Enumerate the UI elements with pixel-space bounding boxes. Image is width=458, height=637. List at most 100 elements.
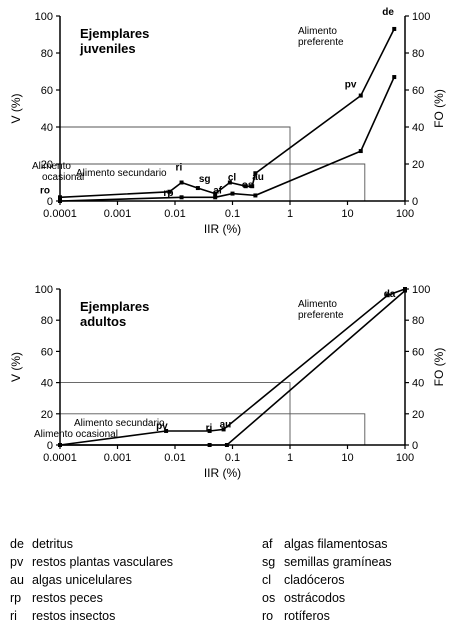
- panel1-zone-label: Alimento secundario: [76, 168, 167, 179]
- legend-description: ostrácodos: [284, 591, 346, 605]
- panel1-y2-tick-label: 20: [412, 159, 424, 171]
- panel1-series-v-point: [253, 171, 258, 176]
- legend-item: cl cladóceros: [262, 571, 392, 589]
- panel1-x-tick-label: 0.0001: [43, 208, 77, 220]
- panel1-point-label: de: [382, 7, 394, 18]
- legend-description: restos insectos: [32, 609, 116, 623]
- panel2-x-tick-label: 0.0001: [43, 452, 77, 464]
- panel1-series-fo-point: [358, 149, 363, 154]
- panel1-y2-tick-label: 80: [412, 48, 424, 60]
- panel1-zone-boundary: [60, 126, 291, 201]
- panel2-zone-boundary: [60, 413, 366, 445]
- panel2-y-tick-label: 20: [41, 409, 53, 421]
- panel1-y2-axis-title: FO (%): [432, 89, 446, 128]
- legend-code: pv: [10, 555, 24, 569]
- panel2-series-v-point: [164, 428, 169, 433]
- panel2-point-label: ri: [206, 423, 213, 434]
- legend-description: algas unicelulares: [32, 573, 133, 587]
- panel2-x-tick-label: 0.001: [104, 452, 132, 464]
- legend-code: ri: [10, 609, 17, 623]
- panel1-point-label: pv: [345, 80, 357, 91]
- panel2-series-fo-line: [60, 289, 406, 446]
- panel1-point-label: os: [242, 180, 254, 191]
- panel1-point-label: ro: [40, 185, 50, 196]
- panel1-series-v-point: [58, 195, 62, 200]
- panel1-y-tick-label: 20: [41, 159, 53, 171]
- panel1-zone-boundary: [60, 163, 366, 201]
- legend-left-column: de detritus pv restos plantas vasculares au a…: [10, 535, 173, 625]
- legend-description: restos plantas vasculares: [32, 555, 174, 569]
- panel1-x-tick-label: 0.01: [164, 208, 185, 220]
- panel1-point-label: cl: [228, 173, 237, 184]
- panel2-series-fo-point: [403, 288, 407, 293]
- panel2-series-fo-point: [58, 443, 62, 447]
- panel2-y-axis-title: V (%): [9, 352, 23, 382]
- legend-item: ri restos insectos: [10, 607, 173, 625]
- legend-item: de detritus: [10, 535, 173, 553]
- panel1-y-tick-label: 80: [41, 48, 53, 60]
- panel2-series-v-point: [221, 427, 226, 432]
- panel2-point-label: au: [220, 419, 232, 430]
- panel1-y-tick-label: 40: [41, 122, 53, 134]
- panel1-point-label: ri: [176, 163, 183, 174]
- legend-right-column: af algas filamentosas sg semillas gramíneas…: [262, 535, 392, 625]
- legend-item: ro rotíferos: [262, 607, 392, 625]
- panel1-series-v-point: [213, 191, 218, 196]
- panel2-x-tick-label: 0.01: [164, 452, 185, 464]
- panel2-x-tick-label: 0.1: [225, 452, 240, 464]
- legend-item: pv restos plantas vasculares: [10, 553, 173, 571]
- panel1-series-v-point: [243, 184, 248, 189]
- panel2-y-tick-label: 40: [41, 378, 53, 390]
- panel1-point-label: sg: [199, 174, 211, 185]
- panel1-zone-label: Alimento preferente: [298, 26, 344, 48]
- legend-description: semillas gramíneas: [284, 555, 392, 569]
- legend-code: au: [10, 573, 24, 587]
- legend-code: ro: [262, 609, 274, 623]
- panel2-zone-label: Alimento ocasional: [34, 429, 118, 440]
- panel1-series-fo-point: [253, 193, 258, 198]
- legend-description: rotíferos: [284, 609, 330, 623]
- legend-item: sg semillas gramíneas: [262, 553, 392, 571]
- panel2-title: Ejemplares adultos: [80, 299, 149, 329]
- panel1-y-tick-label: 60: [41, 85, 53, 97]
- legend-description: detritus: [32, 537, 73, 551]
- panel2-y2-tick-label: 80: [412, 315, 424, 327]
- panel2-zone-boundary: [60, 382, 291, 445]
- panel1-y-axis-title: V (%): [9, 93, 23, 123]
- panel2-x-axis-title: IIR (%): [204, 466, 241, 480]
- panel1-y2-tick-label: 60: [412, 85, 424, 97]
- panel2-y2-tick-label: 40: [412, 378, 424, 390]
- panel2-x-tick-label: 100: [396, 452, 414, 464]
- panel1-series-v-point: [227, 180, 232, 185]
- panel1-y-tick-label: 0: [47, 196, 53, 208]
- panel2-point-label: pv: [156, 421, 168, 432]
- panel1-point-label: au: [252, 172, 264, 183]
- panel1-series-v-point: [179, 180, 184, 185]
- legend-item: os ostrácodos: [262, 589, 392, 607]
- legend-code: de: [10, 537, 24, 551]
- panel1-y-tick-label: 100: [35, 11, 53, 23]
- panel2-series-fo-point: [224, 443, 229, 447]
- legend-code: rp: [10, 591, 22, 605]
- legend-code: sg: [262, 555, 276, 569]
- panel2-point-label: da: [384, 289, 396, 300]
- panel2-y2-tick-label: 60: [412, 346, 424, 358]
- panel2-y-tick-label: 60: [41, 346, 53, 358]
- abbreviation-legend: de detritus pv restos plantas vasculares au a…: [0, 535, 458, 635]
- panel1-series-fo-point: [58, 199, 62, 203]
- panel2-x-tick-label: 1: [287, 452, 293, 464]
- legend-description: algas filamentosas: [284, 537, 388, 551]
- panel1-x-tick-label: 10: [341, 208, 353, 220]
- panel1-series-fo-point: [213, 195, 218, 200]
- panel2-y-tick-label: 100: [35, 284, 53, 296]
- panel1-zone-label: Alimento ocasional: [32, 161, 84, 183]
- panel2-y2-tick-label: 0: [412, 440, 418, 452]
- panel1-y2-tick-label: 40: [412, 122, 424, 134]
- panel2-series-v-point: [385, 293, 390, 298]
- panel2-y-tick-label: 80: [41, 315, 53, 327]
- legend-item: au algas unicelulares: [10, 571, 173, 589]
- panel1-x-axis-title: IIR (%): [204, 222, 241, 236]
- legend-description: cladóceros: [284, 573, 345, 587]
- legend-code: cl: [262, 573, 272, 587]
